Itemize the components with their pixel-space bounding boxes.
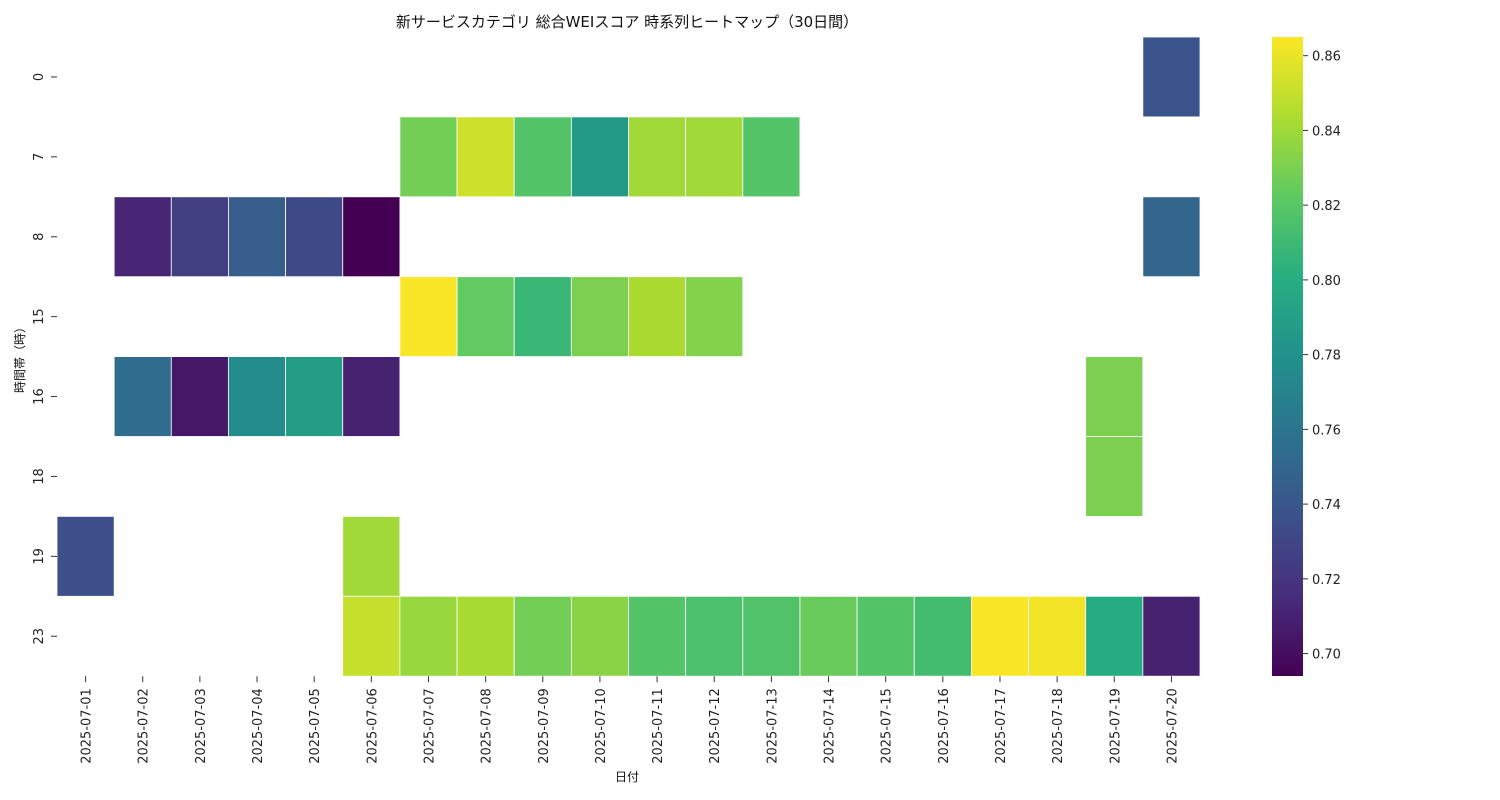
heatmap-cell	[1085, 356, 1144, 437]
heatmap-cell	[399, 116, 458, 198]
x-tick-label: 2025-07-02	[137, 688, 152, 764]
chart-title: 新サービスカテゴリ 総合WEIスコア 時系列ヒートマップ（30日間）	[396, 13, 858, 31]
heatmap-cell	[1085, 436, 1144, 517]
x-tick-label: 2025-07-05	[308, 688, 323, 764]
x-tick-label: 2025-07-09	[537, 688, 552, 764]
x-tick-label: 2025-07-07	[422, 688, 437, 764]
heatmap-cell	[513, 595, 572, 677]
x-tick-label: 2025-07-14	[823, 688, 838, 764]
x-tick-label: 2025-07-03	[194, 688, 209, 764]
heatmap-cell	[228, 356, 286, 437]
x-tick-label: 2025-07-17	[994, 688, 1009, 764]
y-tick-label: 18	[32, 468, 47, 485]
heatmap-cell	[1142, 595, 1201, 677]
heatmap-cell	[513, 116, 572, 198]
heatmap-cell	[742, 116, 801, 198]
y-axis-ticks: 0 7 8 15 16 18 19 23	[32, 73, 57, 645]
x-tick-label: 2025-07-04	[251, 688, 266, 764]
heatmap-cell	[342, 595, 401, 677]
x-tick-label: 2025-07-20	[1165, 688, 1180, 764]
heatmap-cell	[456, 276, 515, 358]
heatmap-cell	[1085, 595, 1144, 677]
colorbar-tick-label: 0.86	[1312, 50, 1341, 65]
colorbar-tick-label: 0.78	[1312, 349, 1341, 364]
colorbar-tick-label: 0.82	[1312, 199, 1341, 214]
x-tick-label: 2025-07-08	[480, 688, 495, 764]
x-tick-label: 2025-07-06	[365, 688, 380, 764]
heatmap-cell	[342, 196, 401, 278]
x-tick-label: 2025-07-18	[1051, 688, 1066, 764]
colorbar-tick-label: 0.80	[1312, 274, 1341, 289]
heatmap-cell	[628, 595, 687, 677]
heatmap-cell	[456, 116, 515, 198]
heatmap-cell	[570, 595, 629, 677]
x-tick-label: 2025-07-19	[1108, 688, 1123, 764]
y-tick-label: 8	[32, 233, 47, 241]
heatmap-cell	[799, 595, 858, 677]
heatmap-cell	[170, 356, 229, 437]
heatmap-cell	[1028, 595, 1087, 677]
heatmap-cell	[856, 595, 915, 677]
x-tick-label: 2025-07-10	[594, 688, 609, 764]
x-tick-label: 2025-07-12	[708, 688, 723, 764]
heatmap-cell	[685, 595, 744, 677]
x-axis-ticks: 2025-07-01 2025-07-02 2025-07-03 2025-07-04…	[80, 676, 1180, 764]
heatmap-cell	[570, 116, 629, 198]
colorbar-tick-label: 0.74	[1312, 498, 1341, 513]
heatmap-cell	[113, 196, 172, 278]
colorbar-tick-label: 0.84	[1312, 124, 1341, 139]
heatmap-cells	[56, 36, 1201, 677]
x-tick-label: 2025-07-11	[651, 688, 666, 764]
heatmap-cell	[228, 196, 286, 278]
heatmap-cell	[456, 595, 515, 677]
heatmap-cell	[742, 595, 801, 677]
heatmap-cell	[113, 356, 172, 437]
heatmap-cell	[570, 276, 629, 358]
heatmap-cell	[1142, 196, 1201, 278]
heatmap-cell	[971, 595, 1029, 677]
x-tick-label: 2025-07-15	[880, 688, 895, 764]
heatmap-cell	[342, 356, 401, 437]
colorbar	[1272, 37, 1303, 676]
colorbar-tick-label: 0.76	[1312, 423, 1341, 438]
heatmap-cell	[170, 196, 229, 278]
heatmap-cell	[913, 595, 972, 677]
x-axis-label: 日付	[615, 770, 639, 784]
heatmap-cell	[513, 276, 572, 358]
y-tick-label: 19	[32, 548, 47, 565]
y-axis-label: 時間帯（時）	[13, 321, 27, 393]
heatmap-cell	[685, 116, 744, 198]
y-tick-label: 23	[32, 628, 47, 645]
colorbar-tick-label: 0.70	[1312, 648, 1341, 663]
heatmap-cell	[399, 595, 458, 677]
heatmap-cell	[285, 356, 344, 437]
y-tick-label: 0	[32, 73, 47, 81]
y-tick-label: 15	[32, 308, 47, 325]
heatmap-cell	[56, 516, 115, 597]
heatmap-cell	[285, 196, 344, 278]
x-tick-label: 2025-07-16	[937, 688, 952, 764]
heatmap-cell	[1142, 36, 1201, 118]
y-tick-label: 7	[32, 153, 47, 161]
x-tick-label: 2025-07-13	[765, 688, 780, 764]
heatmap-cell	[628, 116, 687, 198]
y-tick-label: 16	[32, 388, 47, 405]
heatmap-cell	[628, 276, 687, 358]
heatmap-cell	[685, 276, 744, 358]
colorbar-ticks: 0.70 0.72 0.74 0.76 0.78 0.80 0.82 0.84 0.86	[1303, 50, 1341, 663]
x-tick-label: 2025-07-01	[80, 688, 95, 764]
heatmap-cell	[399, 276, 458, 358]
heatmap-cell	[342, 516, 401, 597]
colorbar-tick-label: 0.72	[1312, 573, 1341, 588]
